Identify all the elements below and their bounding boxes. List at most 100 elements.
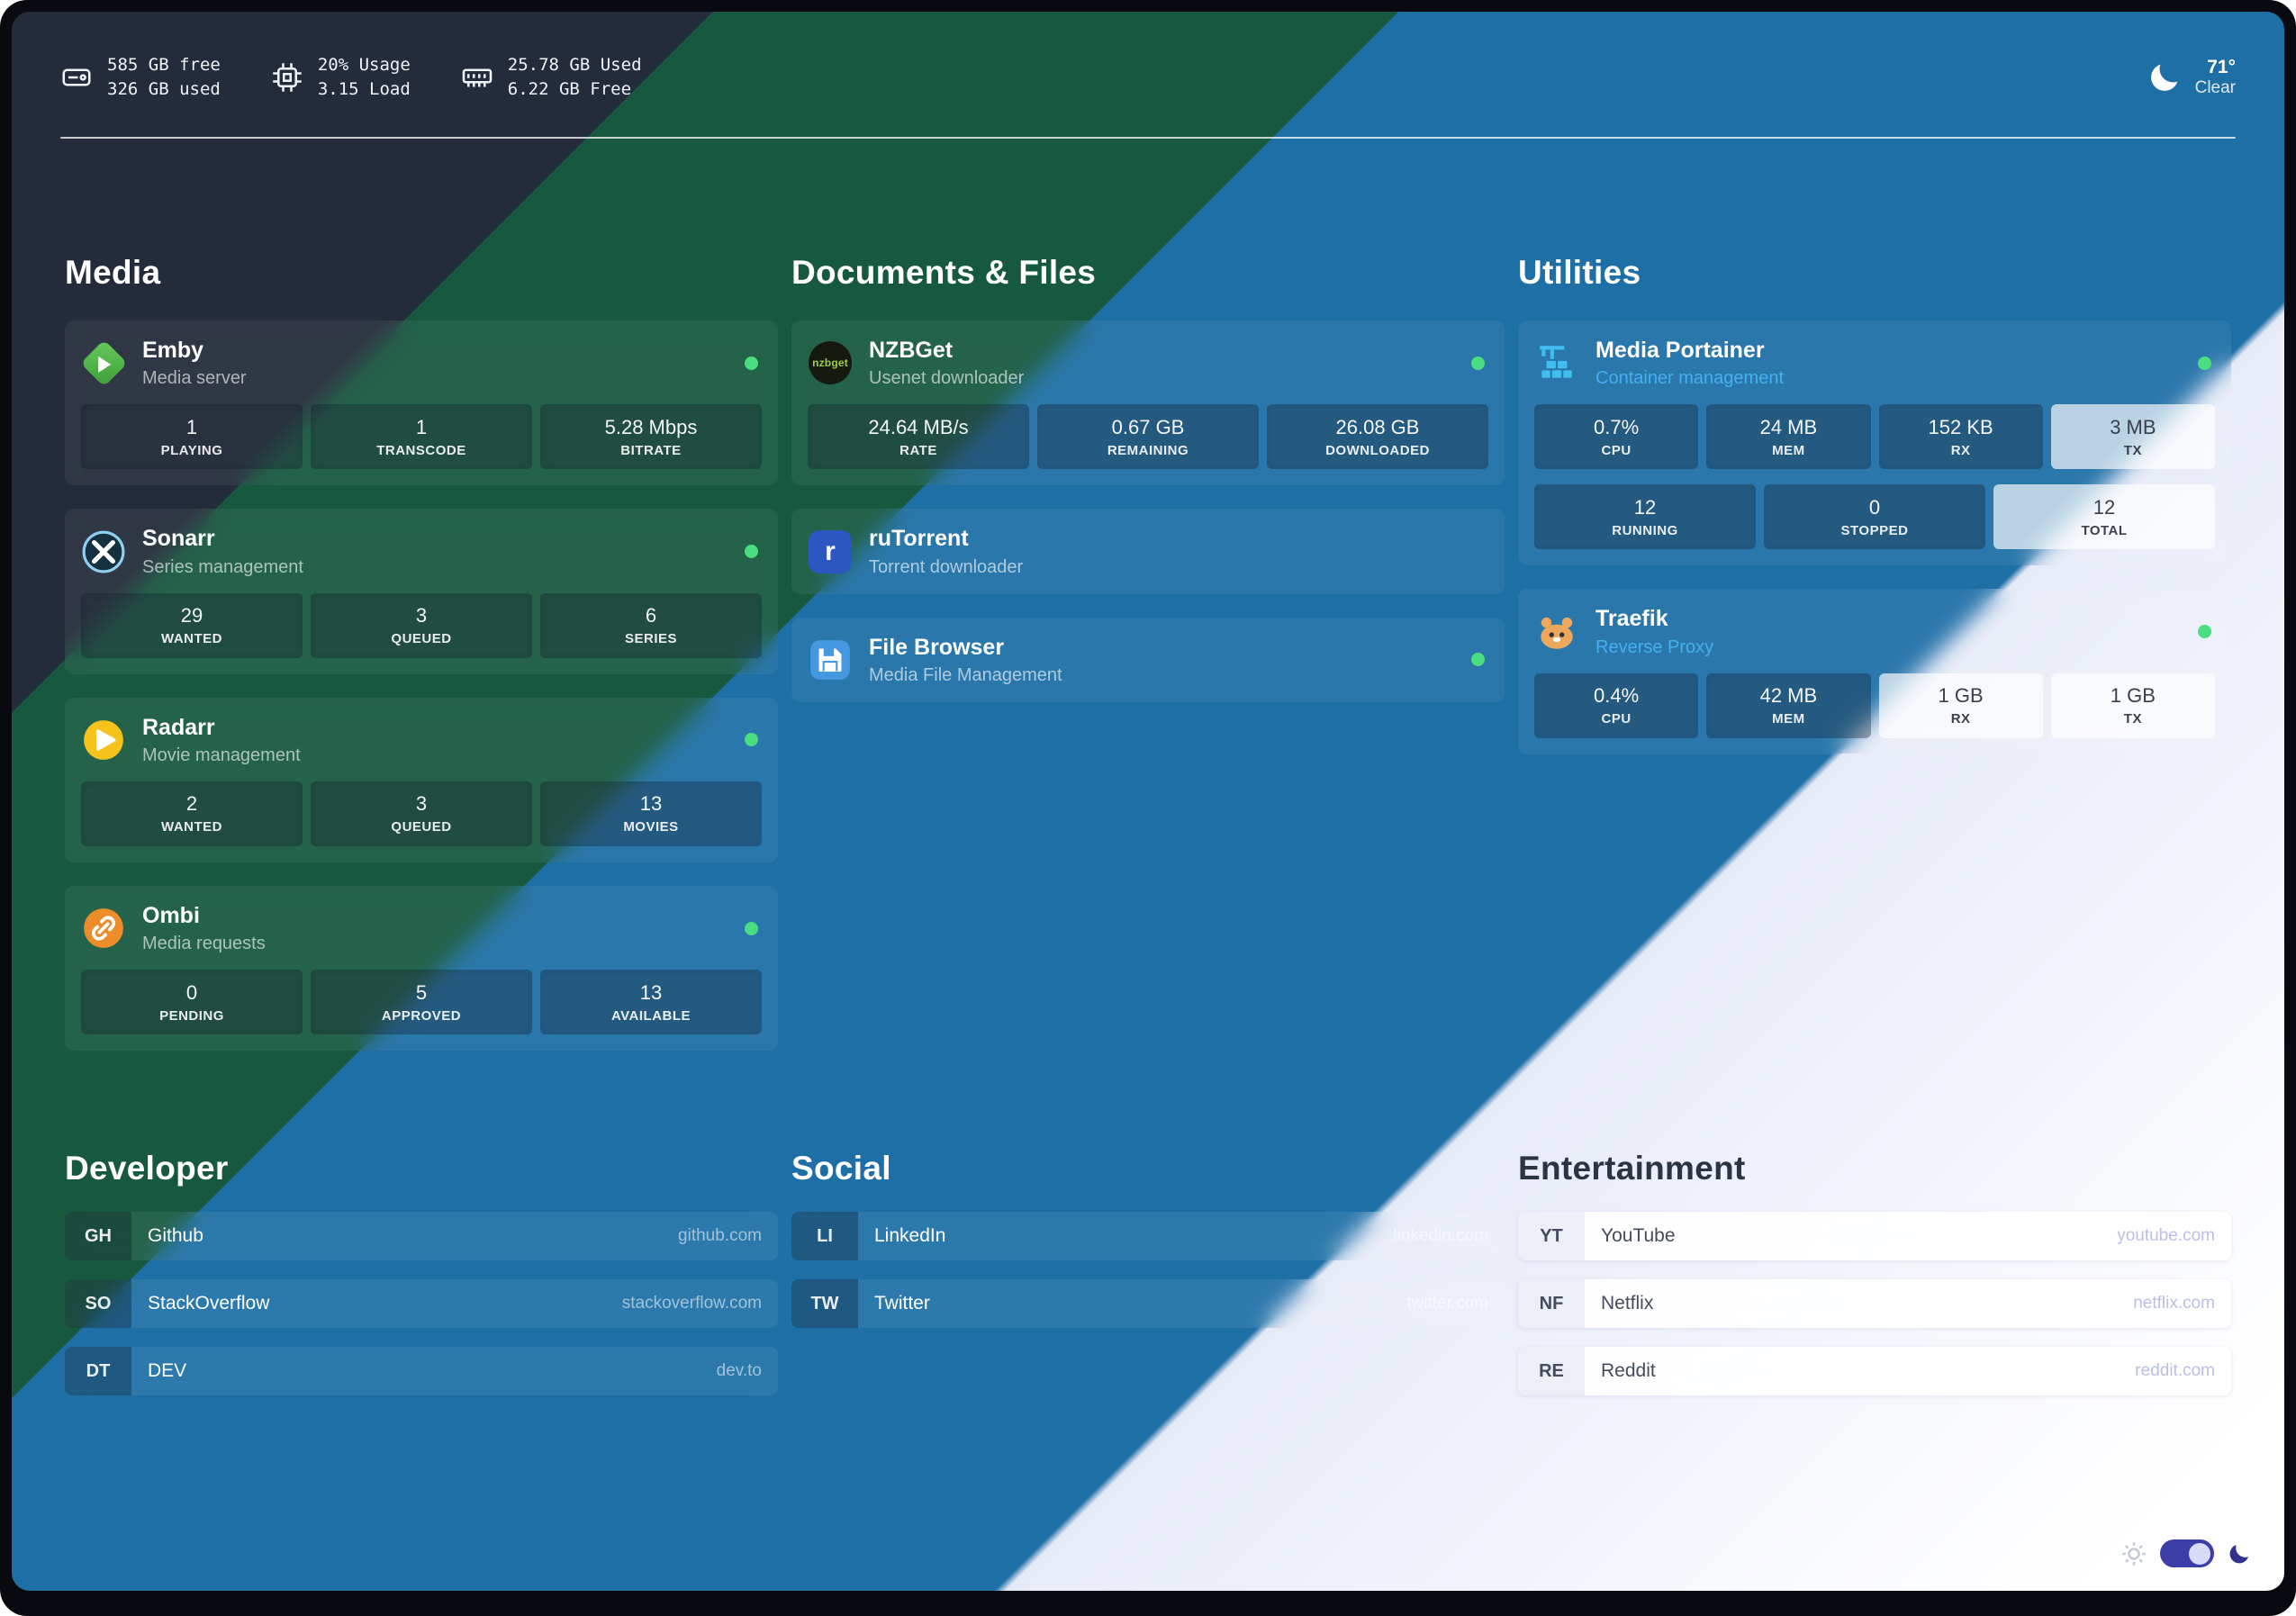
stat-row: 1 PLAYING 1 TRANSCODE 5.28 Mbps BITRATE — [81, 404, 762, 470]
service-description: Series management — [142, 556, 303, 577]
bookmark-abbr: LI — [791, 1212, 858, 1261]
resource-list: 585 GB free 326 GB used 20% Usage 3.15 Load… — [60, 53, 642, 101]
bookmark-reddit[interactable]: RE Reddit reddit.com — [1518, 1347, 2231, 1396]
dashboard-screen: 585 GB free 326 GB used 20% Usage 3.15 Load… — [12, 12, 2284, 1591]
bookmark-group-social: Social LI LinkedIn linkedin.com TW Twitter twi… — [791, 1150, 1505, 1329]
stat-value: 0 — [185, 980, 198, 1004]
weather-text: 71° Clear — [2195, 57, 2236, 98]
rutorrent-icon: r — [808, 529, 853, 574]
service-card-rutorrent[interactable]: r ruTorrent Torrent downloader — [791, 509, 1505, 594]
service-card-header: Media Portainer Container management — [1534, 337, 2215, 389]
radarr-icon — [81, 718, 126, 763]
bookmark-url: reddit.com — [2135, 1361, 2215, 1381]
service-card-text: Emby Media server — [142, 337, 247, 389]
service-card-emby[interactable]: Emby Media server 1 PLAYING 1 TRANSCODE 5.28 M… — [65, 320, 778, 486]
service-card-radarr[interactable]: Radarr Movie management 2 WANTED 3 QUEUED 13 MO… — [65, 697, 778, 862]
stat-tile-pending: 0 PENDING — [81, 970, 303, 1035]
bookmark-netflix[interactable]: NF Netflix netflix.com — [1518, 1279, 2231, 1329]
stat-label: PENDING — [159, 1007, 224, 1024]
top-bar: 585 GB free 326 GB used 20% Usage 3.15 Load… — [12, 12, 2284, 101]
bookmark-abbr: RE — [1518, 1347, 1585, 1396]
stat-tile-bitrate: 5.28 Mbps BITRATE — [540, 404, 762, 470]
stat-label: CPU — [1601, 711, 1632, 727]
stat-value: 12 — [2093, 495, 2116, 519]
stat-value: 1 GB — [2110, 684, 2156, 708]
sonarr-icon — [81, 529, 126, 574]
service-card-text: Ombi Media requests — [142, 902, 266, 954]
service-card-header: Radarr Movie management — [81, 714, 762, 766]
stat-label: MEM — [1772, 711, 1805, 727]
stat-label: RUNNING — [1612, 522, 1678, 538]
stat-tile-transcode: 1 TRANSCODE — [311, 404, 532, 470]
bookmark-url: youtube.com — [2117, 1226, 2215, 1246]
status-dot-online — [1471, 653, 1485, 667]
stat-value: 42 MB — [1759, 684, 1818, 708]
stat-tile-available: 13 AVAILABLE — [540, 970, 762, 1035]
stat-tile-mem: 42 MB MEM — [1706, 673, 1871, 738]
stat-value: 152 KB — [1928, 415, 1993, 438]
weather-condition: Clear — [2194, 77, 2236, 97]
service-card-traefik[interactable]: Traefik Reverse Proxy 0.4% CPU 42 MB MEM 1 GB R… — [1518, 589, 2231, 754]
resource-text: 20% Usage 3.15 Load — [318, 53, 411, 101]
nzbget-icon: nzbget — [808, 340, 853, 385]
service-card-text: Sonarr Series management — [142, 525, 303, 577]
stat-value: 5.28 Mbps — [604, 415, 698, 438]
service-card-sonarr[interactable]: Sonarr Series management 29 WANTED 3 QUEUED 6 S… — [65, 509, 778, 674]
stat-value: 6 — [645, 604, 657, 627]
traefik-icon — [1534, 609, 1579, 655]
service-name: ruTorrent — [869, 526, 969, 552]
service-card-text: NZBGet Usenet downloader — [869, 337, 1024, 389]
status-dot-online — [2198, 356, 2211, 370]
bookmark-stackoverflow[interactable]: SO StackOverflow stackoverflow.com — [65, 1279, 778, 1329]
bookmark-twitter[interactable]: TW Twitter twitter.com — [791, 1279, 1505, 1329]
stat-tile-queued: 3 QUEUED — [311, 781, 532, 846]
stat-value: 2 — [185, 792, 198, 816]
service-description: Media requests — [142, 934, 266, 954]
service-description: Usenet downloader — [869, 368, 1025, 389]
service-card-header: Traefik Reverse Proxy — [1534, 605, 2215, 657]
stat-row: 0.4% CPU 42 MB MEM 1 GB RX 1 GB TX — [1534, 673, 2215, 738]
bookmark-name: Reddit — [1601, 1360, 1656, 1382]
stat-tile-approved: 5 APPROVED — [311, 970, 532, 1035]
bookmark-youtube[interactable]: YT YouTube youtube.com — [1518, 1212, 2231, 1261]
stat-label: TOTAL — [2081, 522, 2128, 538]
weather-temperature: 71° — [2207, 56, 2236, 77]
stat-label: CPU — [1601, 442, 1632, 458]
bookmark-abbr: DT — [65, 1347, 131, 1396]
service-card-header: Ombi Media requests — [81, 902, 762, 954]
bookmark-url: github.com — [678, 1226, 762, 1246]
status-dot-online — [745, 733, 758, 747]
bookmark-github[interactable]: GH Github github.com — [65, 1212, 778, 1261]
service-group-documents-files: Documents & Files nzbget NZBGet Usenet down… — [791, 254, 1505, 702]
weather-widget[interactable]: 71° Clear — [2147, 57, 2236, 98]
stat-label: TRANSCODE — [376, 442, 466, 458]
service-card-media-portainer[interactable]: Media Portainer Container management 0.7% C… — [1518, 320, 2231, 566]
theme-toggle-switch[interactable] — [2160, 1539, 2214, 1567]
group-title: Documents & Files — [791, 254, 1097, 292]
stat-tile-playing: 1 PLAYING — [81, 404, 303, 470]
bookmark-dev[interactable]: DT DEV dev.to — [65, 1347, 778, 1396]
stat-label: TX — [2123, 442, 2142, 458]
service-card-ombi[interactable]: Ombi Media requests 0 PENDING 5 APPROVED 13 AVA… — [65, 885, 778, 1052]
stat-value: 0 — [1868, 495, 1881, 519]
resource-memory: 25.78 GB Used 6.22 GB Free — [461, 53, 642, 101]
stat-tile-rx: 1 GB RX — [1878, 673, 2043, 738]
stat-value: 1 — [185, 415, 198, 438]
service-card-nzbget[interactable]: nzbget NZBGet Usenet downloader 24.64 MB/s R… — [791, 320, 1505, 486]
service-name: File Browser — [869, 634, 1005, 660]
service-name: Ombi — [142, 902, 200, 928]
dashboard-grid: Media Emby Media server 1 PLAYING 1 TRANSCODE 5… — [12, 254, 2284, 1396]
stat-label: APPROVED — [381, 1007, 462, 1024]
stat-value: 26.08 GB — [1335, 415, 1420, 438]
stat-tile-stopped: 0 STOPPED — [1764, 484, 1985, 550]
bookmark-url: dev.to — [716, 1361, 762, 1381]
stat-label: TX — [2123, 711, 2142, 727]
stat-row: 0.7% CPU 24 MB MEM 152 KB RX 3 MB TX — [1534, 404, 2215, 470]
stat-row: 0 PENDING 5 APPROVED 13 AVAILABLE — [81, 970, 762, 1035]
resource-line-1: 585 GB free — [107, 55, 221, 75]
stat-value: 3 — [415, 792, 428, 816]
service-card-file-browser[interactable]: File Browser Media File Management — [791, 617, 1505, 702]
bookmark-linkedin[interactable]: LI LinkedIn linkedin.com — [791, 1212, 1505, 1261]
service-card-text: File Browser Media File Management — [869, 634, 1062, 686]
